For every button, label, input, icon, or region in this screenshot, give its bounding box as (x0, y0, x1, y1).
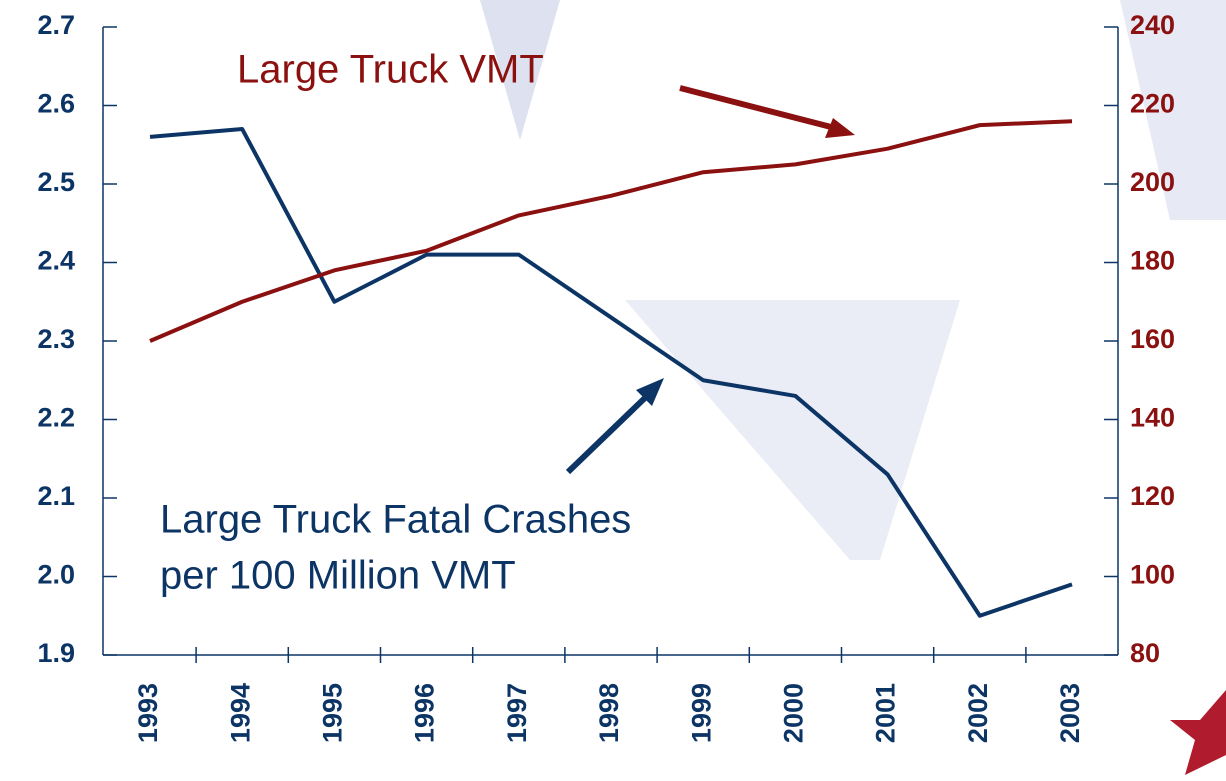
y2-tick-label: 80 (1130, 638, 1160, 668)
y2-tick-label: 200 (1130, 167, 1175, 197)
y-tick-label: 1.9 (37, 638, 75, 668)
annotation: Large Truck Fatal Crashes (160, 498, 631, 542)
y-tick-label: 2.2 (37, 403, 75, 433)
y-tick-label: 2.4 (37, 246, 75, 276)
logo-star (1170, 690, 1226, 775)
x-tick-label: 2001 (871, 683, 901, 743)
y2-tick-label: 220 (1130, 89, 1175, 119)
annotation: Large Truck VMT (237, 48, 544, 92)
y2-tick-label: 120 (1130, 481, 1175, 511)
x-tick-label: 1999 (686, 683, 716, 743)
y-tick-label: 2.3 (37, 324, 75, 354)
y-tick-label: 2.0 (37, 560, 75, 590)
y2-tick-label: 180 (1130, 246, 1175, 276)
y-tick-label: 2.5 (37, 167, 75, 197)
watermark (480, 0, 1226, 560)
y2-tick-label: 160 (1130, 324, 1175, 354)
annotation: per 100 Million VMT (160, 554, 516, 598)
x-tick-label: 1994 (225, 683, 255, 743)
y-tick-label: 2.6 (37, 89, 75, 119)
x-tick-label: 2003 (1055, 683, 1085, 743)
x-tick-label: 1996 (410, 683, 440, 743)
y-tick-label: 2.7 (37, 10, 75, 40)
y2-tick-label: 140 (1130, 403, 1175, 433)
x-tick-label: 1995 (318, 683, 348, 743)
y2-tick-label: 100 (1130, 560, 1175, 590)
y2-tick-label: 240 (1130, 10, 1175, 40)
x-tick-label: 1998 (594, 683, 624, 743)
x-tick-label: 1993 (133, 683, 163, 743)
x-tick-label: 2002 (963, 683, 993, 743)
x-tick-label: 1997 (502, 683, 532, 743)
x-tick-label: 2000 (779, 683, 809, 743)
y-tick-label: 2.1 (37, 481, 75, 511)
chart: 1.9 2.0 2.1 2.2 2.3 2.4 2.5 2.6 2.7 80 100 120 140 16… (0, 0, 1226, 781)
